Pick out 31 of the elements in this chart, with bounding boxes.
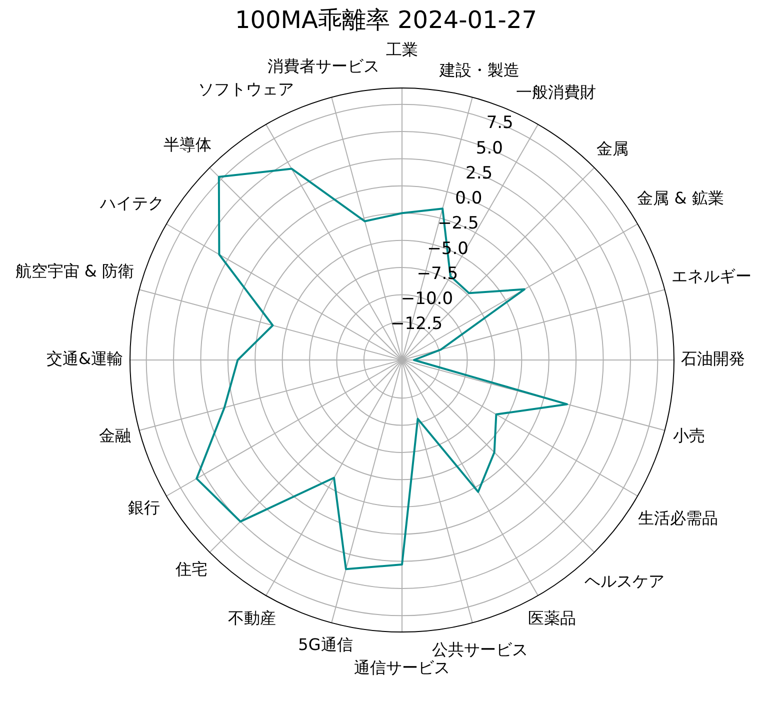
spoke-label: エネルギー [671, 266, 752, 286]
spoke-label: 生活必需品 [638, 508, 718, 528]
spoke-label: 交通&運輸 [46, 349, 124, 368]
y-tick-label: −12.5 [390, 314, 443, 334]
spoke-label: 金融 [99, 426, 132, 446]
y-tick-label: 5.0 [476, 138, 503, 158]
spoke-label: 建設・製造 [438, 60, 520, 80]
spoke-label: 通信サービス [354, 658, 450, 678]
y-tick-label: 2.5 [466, 163, 493, 184]
spoke-label: ハイテク [99, 193, 164, 212]
spoke-label: ソフトウェア [198, 79, 294, 98]
spoke-label: ヘルスケア [584, 571, 664, 590]
spoke-label: 公共サービス [432, 640, 528, 659]
spoke-label: 半導体 [164, 134, 212, 154]
spoke-label: 金属 [596, 138, 628, 158]
chart-title: 100MA乖離率 2024-01-27 [234, 5, 538, 36]
spoke-label: 石油開発 [681, 349, 745, 368]
spoke-label: 金属 & 鉱業 [637, 188, 724, 208]
spoke-label: 工業 [386, 40, 418, 60]
y-tick-label: 7.5 [486, 113, 514, 134]
spoke-label: 不動産 [228, 608, 276, 628]
y-tick-label: 0.0 [455, 188, 482, 209]
spoke-label: 小売 [672, 426, 705, 446]
spoke-label: 一般消費財 [516, 82, 596, 102]
spoke-label: 住宅 [174, 559, 208, 578]
spoke-label: 医薬品 [528, 608, 576, 628]
spoke-label: 5G通信 [298, 634, 353, 654]
y-tick-label: −10.0 [400, 289, 454, 310]
spoke-label: 銀行 [128, 498, 160, 518]
spoke-label: 航空宇宙 & 防衛 [15, 261, 134, 280]
spoke-label: 消費者サービス [268, 56, 380, 76]
